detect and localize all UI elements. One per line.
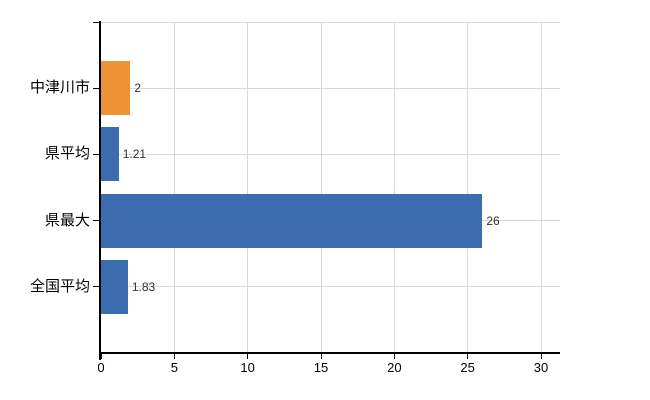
x-axis-tick [173, 354, 175, 359]
bar-value-label: 2 [134, 81, 142, 96]
bar [101, 259, 128, 314]
category-label: 全国平均 [29, 277, 90, 295]
gridline-vertical [173, 22, 175, 353]
gridline-horizontal [100, 87, 560, 89]
y-axis-tick [93, 21, 100, 23]
x-axis-tick [100, 354, 102, 359]
gridline-vertical [467, 22, 469, 353]
bar-value-label: 1.83 [131, 279, 156, 294]
gridline-vertical [393, 22, 395, 353]
x-axis-line [99, 352, 560, 354]
x-tick-label: 0 [97, 360, 105, 375]
gridline-vertical [320, 22, 322, 353]
category-label: 県平均 [44, 145, 90, 163]
x-axis-tick [320, 354, 322, 359]
x-axis-tick [467, 354, 469, 359]
y-axis-tick [93, 87, 100, 89]
x-axis-tick [540, 354, 542, 359]
gridline-horizontal [100, 286, 560, 288]
x-tick-label: 5 [170, 360, 178, 375]
x-tick-label: 10 [240, 360, 255, 375]
category-label: 中津川市 [29, 79, 90, 97]
x-axis-tick [247, 354, 249, 359]
x-tick-label: 20 [387, 360, 402, 375]
bar-value-label: 1.21 [122, 147, 147, 162]
x-axis-tick [393, 354, 395, 359]
y-axis-line [99, 21, 101, 360]
y-axis-tick [93, 153, 100, 155]
y-axis-tick [93, 220, 100, 222]
bar [101, 193, 483, 248]
bar [101, 127, 119, 182]
gridline-horizontal [100, 153, 560, 155]
y-axis-tick [93, 286, 100, 288]
x-tick-label: 30 [533, 360, 549, 375]
x-tick-label: 25 [460, 360, 475, 375]
gridline-horizontal [100, 21, 560, 23]
bar-value-label: 26 [486, 213, 500, 228]
x-tick-label: 15 [313, 360, 329, 375]
bar [101, 61, 131, 116]
gridline-vertical [247, 22, 249, 353]
gridline-vertical [540, 22, 542, 353]
category-label: 県最大 [44, 211, 90, 229]
